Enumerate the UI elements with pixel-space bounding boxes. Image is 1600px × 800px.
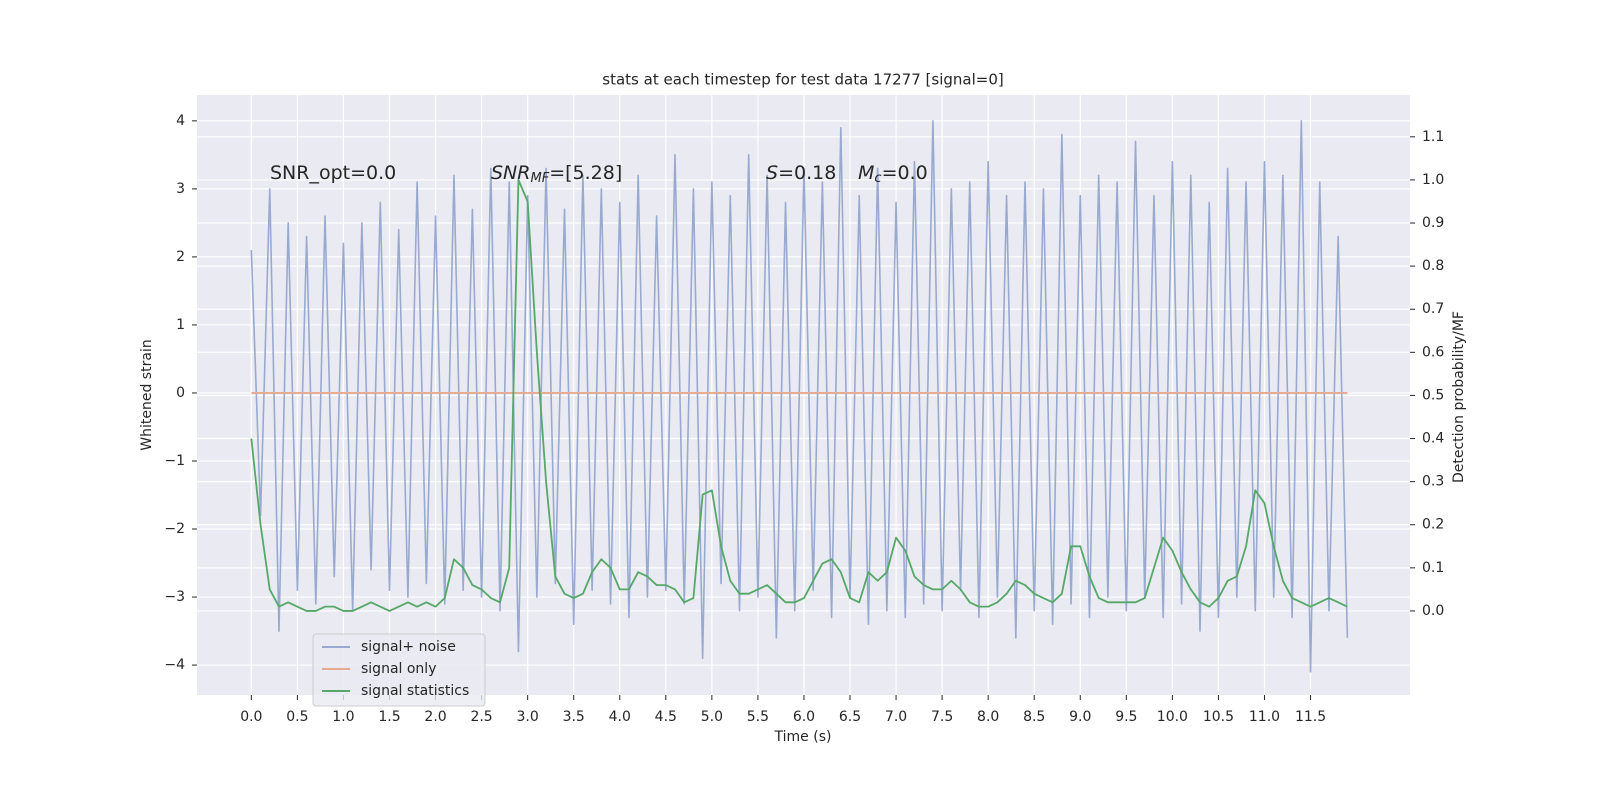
annotation-part: =[5.28] xyxy=(549,162,622,184)
y2-tick-label: 1.1 xyxy=(1422,129,1444,145)
y-tick-label: 4 xyxy=(176,113,185,129)
annotation-part: SNR_opt=0.0 xyxy=(270,162,396,184)
y2-tick-label: 0.2 xyxy=(1422,517,1444,533)
labels: 0.0 0.5 1.0 1.5 2.0 2.5 3.0 3.5 4.0 4.5 5.0 5.5 6.0 6… xyxy=(164,113,1444,725)
x-tick-label: 6.0 xyxy=(793,709,815,725)
y-tick-label: 0 xyxy=(176,385,185,401)
y2-tick-label: 0.7 xyxy=(1422,301,1444,317)
legend-box xyxy=(312,633,486,707)
x-tick-label: 10.5 xyxy=(1203,709,1234,725)
x-tick-label: 5.5 xyxy=(747,709,769,725)
y2-axis-label: Detection probability/MF xyxy=(1451,311,1467,483)
y2-tick-label: 0.3 xyxy=(1422,474,1444,490)
annotation-part: SNR xyxy=(491,162,530,184)
x-tick-label: 1.0 xyxy=(332,709,354,725)
series-line xyxy=(250,179,1348,612)
y2-tick-label: 0.5 xyxy=(1422,387,1444,403)
x-tick-label: 11.0 xyxy=(1249,709,1280,725)
x-tick-label: 10.0 xyxy=(1157,709,1188,725)
y-tick-label: 1 xyxy=(176,317,185,333)
x-tick-label: 11.5 xyxy=(1295,709,1326,725)
x-tick-label: 0.5 xyxy=(286,709,308,725)
y2-tick-label: 0.6 xyxy=(1422,344,1444,360)
x-tick-label: 7.0 xyxy=(885,709,907,725)
y-tick-label: 3 xyxy=(176,181,185,197)
x-tick-label: 7.5 xyxy=(931,709,953,725)
y-tick-label: −2 xyxy=(164,521,185,537)
y2-tick-label: 0.9 xyxy=(1422,215,1444,231)
y2-tick-label: 0.1 xyxy=(1422,560,1444,576)
chart-title: stats at each timestep for test data 172… xyxy=(602,71,1003,89)
y2-tick-label: 0.0 xyxy=(1422,603,1444,619)
x-tick-label: 3.0 xyxy=(517,709,539,725)
annotation-part: MF xyxy=(530,171,549,186)
x-tick-label: 2.0 xyxy=(424,709,446,725)
annotation: SNR_opt=0.0 xyxy=(270,162,396,184)
marks xyxy=(250,120,1349,673)
x-tick-label: 8.5 xyxy=(1023,709,1045,725)
x-tick-label: 6.5 xyxy=(839,709,861,725)
series-line xyxy=(250,120,1349,673)
x-tick-label: 2.5 xyxy=(470,709,492,725)
x-tick-label: 9.0 xyxy=(1069,709,1091,725)
legend-label: signal only xyxy=(361,661,436,677)
x-tick-label: 3.5 xyxy=(563,709,585,725)
x-tick-label: 8.0 xyxy=(977,709,999,725)
annotation-part: =0.18 xyxy=(778,162,836,184)
annotation-part: M xyxy=(858,162,874,184)
x-tick-label: 4.5 xyxy=(655,709,677,725)
y2-tick-label: 0.4 xyxy=(1422,431,1444,447)
annotation: SNRMF=[5.28] xyxy=(491,162,622,186)
annotation-part: =0.0 xyxy=(882,162,928,184)
annotation: Mc=0.0 xyxy=(858,162,928,186)
y2-tick-label: 1.0 xyxy=(1422,172,1444,188)
x-axis-label: Time (s) xyxy=(774,729,832,745)
y-tick-label: −4 xyxy=(164,657,185,673)
y-tick-label: −1 xyxy=(164,453,185,469)
x-tick-label: 0.0 xyxy=(240,709,262,725)
x-tick-label: 9.5 xyxy=(1115,709,1137,725)
legend-label: signal statistics xyxy=(361,683,469,699)
y-tick-label: −3 xyxy=(164,589,185,605)
x-tick-label: 1.5 xyxy=(378,709,400,725)
x-tick-label: 4.0 xyxy=(609,709,631,725)
y2-tick-label: 0.8 xyxy=(1422,258,1444,274)
legend-label: signal+ noise xyxy=(361,639,456,655)
x-tick-label: 5.0 xyxy=(701,709,723,725)
annotation-part: S xyxy=(766,162,778,184)
y-axis-label: Whitened strain xyxy=(139,339,155,450)
annotation: S=0.18 xyxy=(766,162,836,184)
legend: signal+ noise signal only signal statistic… xyxy=(312,633,486,707)
annotation-part: c xyxy=(874,171,881,186)
y-tick-label: 2 xyxy=(176,249,185,265)
